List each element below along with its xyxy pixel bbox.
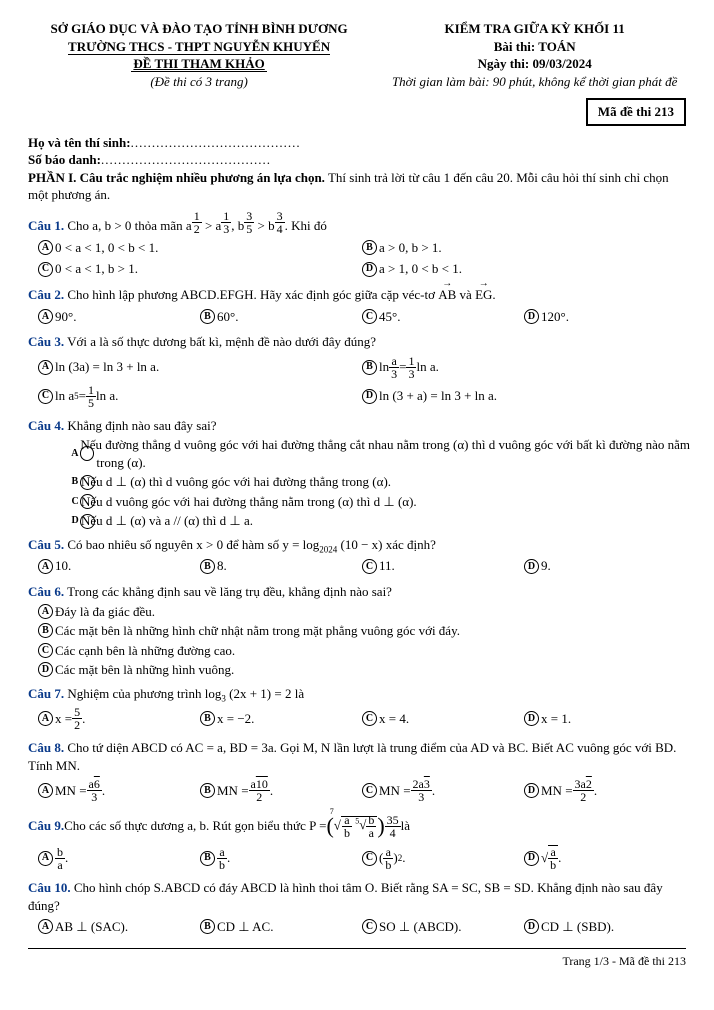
candidate-name: Họ và tên thí sinh:	[28, 134, 686, 152]
duration: Thời gian làm bài: 90 phút, không kể thờ…	[383, 73, 686, 91]
question-2: Câu 2. Cho hình lập phương ABCD.EFGH. Hã…	[28, 286, 686, 304]
question-9: Câu 9. Cho các số thực dương a, b. Rút g…	[28, 811, 686, 841]
exam-code-box: Mã đề thi 213	[586, 98, 686, 126]
q2-opt-a[interactable]: A90°.	[38, 308, 200, 326]
q1-label: Câu 1.	[28, 218, 64, 233]
school-line: TRƯỜNG THCS - THPT NGUYỄN KHUYẾN	[28, 38, 370, 56]
q8-options: AMN = a63. BMN = a102. CMN = 2a33. DMN =…	[38, 776, 686, 805]
q1-opt-c[interactable]: C0 < a < 1, b > 1.	[38, 260, 362, 278]
q7-opt-c[interactable]: Cx = 4.	[362, 706, 524, 731]
q2-options: A90°. B60°. C45°. D120°.	[38, 306, 686, 328]
q5-options: A10. B8. C11. D9.	[38, 555, 686, 577]
q3-label: Câu 3.	[28, 334, 64, 349]
q10-opt-b[interactable]: BCD ⊥ AC.	[200, 918, 362, 936]
q10-opt-a[interactable]: AAB ⊥ (SAC).	[38, 918, 200, 936]
q9-opt-c[interactable]: C(ab)2.	[362, 845, 524, 871]
q6-opt-a[interactable]: AĐáy là đa giác đều.	[38, 603, 686, 621]
q9-opt-a[interactable]: Aba.	[38, 845, 200, 871]
q9-label: Câu 9.	[28, 817, 64, 835]
q4-opt-d[interactable]: DNếu d ⊥ (α) và a // (α) thì d ⊥ a.	[64, 512, 712, 530]
q8-opt-b[interactable]: BMN = a102.	[200, 778, 362, 803]
q10-opt-c[interactable]: CSO ⊥ (ABCD).	[362, 918, 524, 936]
q1-options: A0 < a < 1, 0 < b < 1. Ba > 0, b > 1. C0…	[38, 237, 686, 280]
header-right: KIỂM TRA GIỮA KỲ KHỐI 11 Bài thi: TOÁN N…	[383, 20, 686, 90]
q4-opt-b[interactable]: BNếu d ⊥ (α) thì d vuông góc với hai đườ…	[64, 473, 712, 491]
question-7: Câu 7. Nghiệm của phương trình log3 (2x …	[28, 685, 686, 703]
q4-opt-a[interactable]: ANếu đường thẳng d vuông góc với hai đườ…	[64, 436, 712, 471]
q5-opt-c[interactable]: C11.	[362, 557, 524, 575]
q6-opt-c[interactable]: CCác cạnh bên là những đường cao.	[38, 642, 686, 660]
q5-opt-a[interactable]: A10.	[38, 557, 200, 575]
q8-opt-d[interactable]: DMN = 3a22.	[524, 778, 686, 803]
q4-label: Câu 4.	[28, 418, 64, 433]
page-footer: Trang 1/3 - Mã đề thi 213	[28, 948, 686, 969]
question-5: Câu 5. Có bao nhiêu số nguyên x > 0 để h…	[28, 536, 686, 554]
q2-opt-b[interactable]: B60°.	[200, 308, 362, 326]
q9-opt-b[interactable]: Bab.	[200, 845, 362, 871]
q1-stem: Cho a, b > 0 thỏa mãn a	[67, 218, 191, 233]
q7-opt-a[interactable]: Ax = 52.	[38, 706, 200, 731]
q4-options: ANếu đường thẳng d vuông góc với hai đườ…	[38, 436, 686, 530]
q7-opt-b[interactable]: Bx = −2.	[200, 706, 362, 731]
q1-opt-a[interactable]: A0 < a < 1, 0 < b < 1.	[38, 239, 362, 257]
q3-opt-c[interactable]: Cln a5 = 15 ln a.	[38, 384, 362, 409]
q6-options: AĐáy là đa giác đều. BCác mặt bên là nhữ…	[38, 603, 686, 679]
q4-opt-c[interactable]: CNếu d vuông góc với hai đường thẳng nằm…	[64, 493, 712, 511]
part1-heading: PHẦN I. Câu trắc nghiệm nhiều phương án …	[28, 169, 686, 204]
question-3: Câu 3. Với a là số thực dương bất kì, mệ…	[28, 333, 686, 351]
q1-opt-b[interactable]: Ba > 0, b > 1.	[362, 239, 686, 257]
q6-opt-d[interactable]: DCác mặt bên là những hình vuông.	[38, 661, 686, 679]
question-6: Câu 6. Trong các khẳng định sau về lăng …	[28, 583, 686, 601]
header-left: SỞ GIÁO DỤC VÀ ĐÀO TẠO TỈNH BÌNH DƯƠNG T…	[28, 20, 370, 90]
q10-opt-d[interactable]: DCD ⊥ (SBD).	[524, 918, 686, 936]
q3-opt-b[interactable]: Bln a3 = 13 ln a.	[362, 355, 686, 380]
question-4: Câu 4. Khẳng định nào sau đây sai?	[28, 417, 686, 435]
question-10: Câu 10. Cho hình chóp S.ABCD có đáy ABCD…	[28, 879, 686, 914]
question-1: Câu 1. Cho a, b > 0 thỏa mãn a12 > a13, …	[28, 210, 686, 235]
q8-opt-c[interactable]: CMN = 2a33.	[362, 778, 524, 803]
q8-opt-a[interactable]: AMN = a63.	[38, 778, 200, 803]
q8-label: Câu 8.	[28, 740, 64, 755]
q5-label: Câu 5.	[28, 537, 64, 552]
candidate-sbd: Số báo danh:	[28, 151, 686, 169]
q7-options: Ax = 52. Bx = −2. Cx = 4. Dx = 1.	[38, 704, 686, 733]
page-note: (Đề thi có 3 trang)	[28, 73, 370, 91]
q5-opt-b[interactable]: B8.	[200, 557, 362, 575]
q6-opt-b[interactable]: BCác mặt bên là những hình chữ nhật nằm …	[38, 622, 686, 640]
q10-options: AAB ⊥ (SAC). BCD ⊥ AC. CSO ⊥ (ABCD). DCD…	[38, 916, 686, 938]
q3-opt-d[interactable]: Dln (3 + a) = ln 3 + ln a.	[362, 384, 686, 409]
q3-opt-a[interactable]: Aln (3a) = ln 3 + ln a.	[38, 355, 362, 380]
q2-opt-d[interactable]: D120°.	[524, 308, 686, 326]
q10-label: Câu 10.	[28, 880, 71, 895]
q7-opt-d[interactable]: Dx = 1.	[524, 706, 686, 731]
q9-opt-d[interactable]: D√ab.	[524, 845, 686, 871]
question-8: Câu 8. Cho tứ diện ABCD có AC = a, BD = …	[28, 739, 686, 774]
q2-opt-c[interactable]: C45°.	[362, 308, 524, 326]
q6-label: Câu 6.	[28, 584, 64, 599]
exam-title: KIỂM TRA GIỮA KỲ KHỐI 11	[383, 20, 686, 38]
exam-date: Ngày thi: 09/03/2024	[383, 55, 686, 73]
exam-type: ĐỀ THI THAM KHẢO	[28, 55, 370, 73]
q1-opt-d[interactable]: Da > 1, 0 < b < 1.	[362, 260, 686, 278]
q9-options: Aba. Bab. C(ab)2. D√ab.	[38, 843, 686, 873]
q5-opt-d[interactable]: D9.	[524, 557, 686, 575]
q3-options: Aln (3a) = ln 3 + ln a. Bln a3 = 13 ln a…	[38, 353, 686, 411]
exam-header: SỞ GIÁO DỤC VÀ ĐÀO TẠO TỈNH BÌNH DƯƠNG T…	[28, 20, 686, 90]
subject: Bài thi: TOÁN	[383, 38, 686, 56]
q7-label: Câu 7.	[28, 686, 64, 701]
q2-label: Câu 2.	[28, 287, 64, 302]
dept-line: SỞ GIÁO DỤC VÀ ĐÀO TẠO TỈNH BÌNH DƯƠNG	[28, 20, 370, 38]
